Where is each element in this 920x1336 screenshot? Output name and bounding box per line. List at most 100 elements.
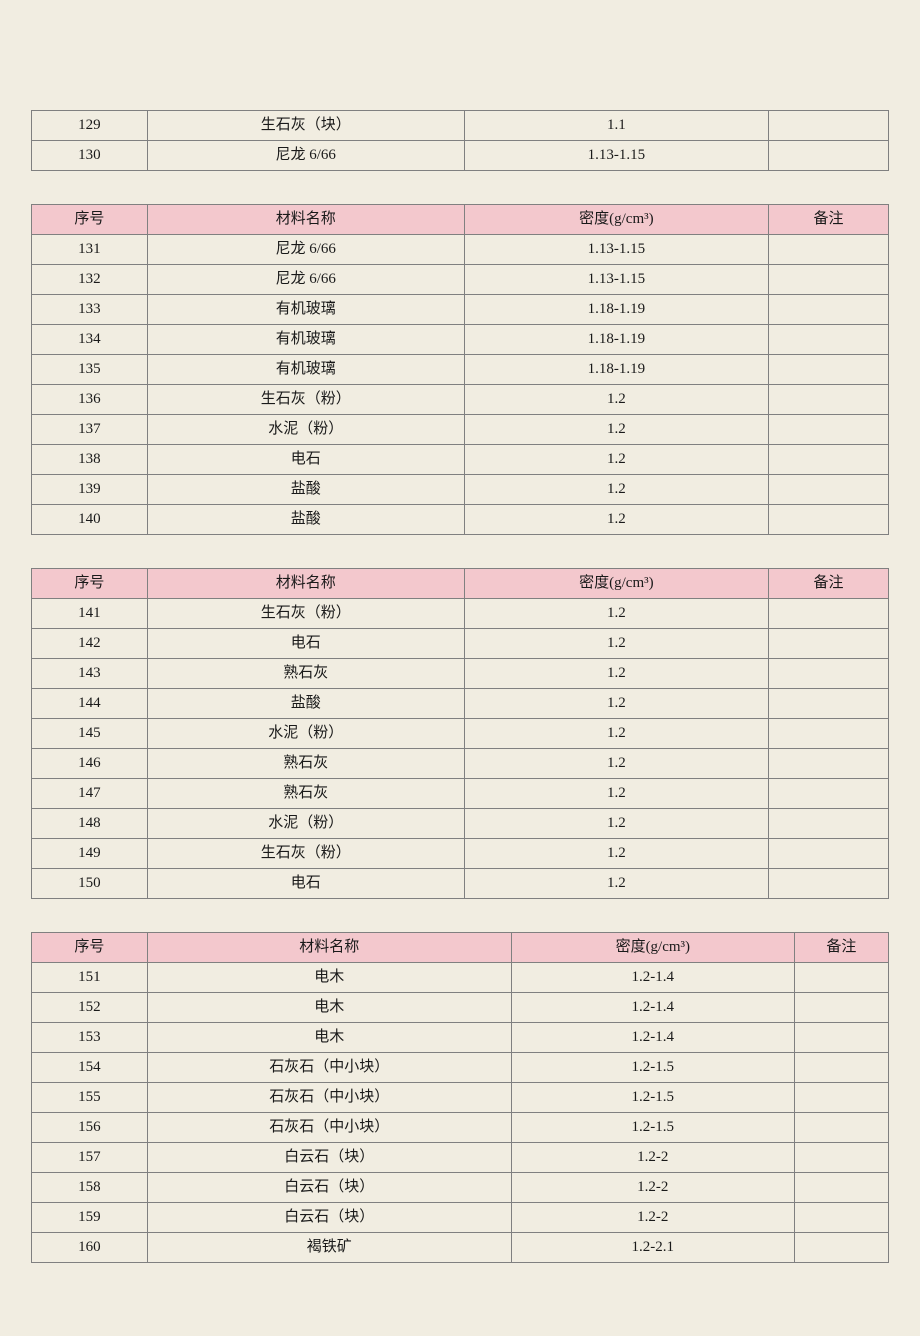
table-row: 146熟石灰1.2 (32, 749, 889, 779)
cell-name: 熟石灰 (147, 659, 464, 689)
cell-name: 有机玻璃 (147, 355, 464, 385)
cell-name: 盐酸 (147, 689, 464, 719)
cell-idx: 147 (32, 779, 148, 809)
header-density: 密度(g/cm³) (464, 569, 768, 599)
density-table-4: 序号 材料名称 密度(g/cm³) 备注 151电木1.2-1.4152电木1.… (31, 932, 889, 1263)
cell-idx: 150 (32, 869, 148, 899)
cell-name: 电石 (147, 445, 464, 475)
table-row: 152电木1.2-1.4 (32, 993, 889, 1023)
cell-density: 1.2 (464, 415, 768, 445)
cell-idx: 155 (32, 1083, 148, 1113)
cell-note (794, 1173, 888, 1203)
cell-note (794, 993, 888, 1023)
cell-density: 1.18-1.19 (464, 295, 768, 325)
table-header-row: 序号 材料名称 密度(g/cm³) 备注 (32, 933, 889, 963)
cell-name: 生石灰（粉） (147, 385, 464, 415)
table-body: 131尼龙 6/661.13-1.15132尼龙 6/661.13-1.1513… (32, 235, 889, 535)
table-row: 138电石1.2 (32, 445, 889, 475)
cell-note (794, 963, 888, 993)
cell-note (769, 839, 889, 869)
cell-name: 有机玻璃 (147, 295, 464, 325)
cell-idx: 140 (32, 505, 148, 535)
cell-idx: 151 (32, 963, 148, 993)
cell-idx: 149 (32, 839, 148, 869)
cell-idx: 139 (32, 475, 148, 505)
cell-note (769, 355, 889, 385)
cell-note (794, 1113, 888, 1143)
cell-idx: 159 (32, 1203, 148, 1233)
cell-note (794, 1143, 888, 1173)
cell-idx: 156 (32, 1113, 148, 1143)
header-density: 密度(g/cm³) (464, 205, 768, 235)
cell-density: 1.18-1.19 (464, 355, 768, 385)
cell-density: 1.2 (464, 445, 768, 475)
cell-note (794, 1233, 888, 1263)
cell-idx: 131 (32, 235, 148, 265)
cell-name: 生石灰（块） (147, 111, 464, 141)
table-row: 158白云石（块）1.2-2 (32, 1173, 889, 1203)
page-container: 129生石灰（块）1.1130尼龙 6/661.13-1.15 序号 材料名称 … (0, 0, 920, 1336)
cell-name: 电木 (147, 993, 511, 1023)
cell-idx: 153 (32, 1023, 148, 1053)
cell-density: 1.2 (464, 719, 768, 749)
cell-density: 1.2-2 (511, 1143, 794, 1173)
cell-density: 1.2 (464, 869, 768, 899)
table-row: 148水泥（粉）1.2 (32, 809, 889, 839)
cell-note (769, 111, 889, 141)
cell-idx: 158 (32, 1173, 148, 1203)
cell-density: 1.2 (464, 689, 768, 719)
cell-note (794, 1203, 888, 1233)
cell-idx: 141 (32, 599, 148, 629)
cell-note (769, 505, 889, 535)
cell-idx: 130 (32, 141, 148, 171)
table-body: 141生石灰（粉）1.2142电石1.2143熟石灰1.2144盐酸1.2145… (32, 599, 889, 899)
cell-note (769, 235, 889, 265)
table-row: 155石灰石（中小块）1.2-1.5 (32, 1083, 889, 1113)
cell-note (769, 295, 889, 325)
table-row: 135有机玻璃1.18-1.19 (32, 355, 889, 385)
cell-name: 水泥（粉） (147, 415, 464, 445)
cell-density: 1.2-1.5 (511, 1113, 794, 1143)
cell-density: 1.2-1.5 (511, 1083, 794, 1113)
cell-note (769, 629, 889, 659)
table-row: 149生石灰（粉）1.2 (32, 839, 889, 869)
cell-note (769, 445, 889, 475)
cell-idx: 129 (32, 111, 148, 141)
cell-density: 1.2-1.4 (511, 963, 794, 993)
cell-density: 1.2 (464, 749, 768, 779)
cell-note (769, 869, 889, 899)
cell-name: 盐酸 (147, 475, 464, 505)
cell-idx: 154 (32, 1053, 148, 1083)
cell-note (794, 1053, 888, 1083)
cell-density: 1.2 (464, 839, 768, 869)
cell-density: 1.2-1.4 (511, 993, 794, 1023)
cell-idx: 142 (32, 629, 148, 659)
cell-note (769, 779, 889, 809)
cell-density: 1.2 (464, 385, 768, 415)
table-row: 131尼龙 6/661.13-1.15 (32, 235, 889, 265)
cell-name: 石灰石（中小块） (147, 1083, 511, 1113)
cell-idx: 136 (32, 385, 148, 415)
table-row: 150电石1.2 (32, 869, 889, 899)
cell-name: 熟石灰 (147, 779, 464, 809)
cell-note (794, 1083, 888, 1113)
cell-density: 1.13-1.15 (464, 235, 768, 265)
table-row: 134有机玻璃1.18-1.19 (32, 325, 889, 355)
cell-note (769, 385, 889, 415)
cell-density: 1.18-1.19 (464, 325, 768, 355)
table-header-row: 序号 材料名称 密度(g/cm³) 备注 (32, 205, 889, 235)
cell-idx: 146 (32, 749, 148, 779)
cell-note (769, 659, 889, 689)
cell-density: 1.2-2.1 (511, 1233, 794, 1263)
table-row: 132尼龙 6/661.13-1.15 (32, 265, 889, 295)
cell-name: 生石灰（粉） (147, 599, 464, 629)
table-row: 137水泥（粉）1.2 (32, 415, 889, 445)
table-row: 160褐铁矿1.2-2.1 (32, 1233, 889, 1263)
cell-name: 白云石（块） (147, 1143, 511, 1173)
table-row: 159白云石（块）1.2-2 (32, 1203, 889, 1233)
header-idx: 序号 (32, 205, 148, 235)
cell-density: 1.2 (464, 779, 768, 809)
cell-name: 尼龙 6/66 (147, 141, 464, 171)
cell-name: 水泥（粉） (147, 719, 464, 749)
cell-name: 褐铁矿 (147, 1233, 511, 1263)
